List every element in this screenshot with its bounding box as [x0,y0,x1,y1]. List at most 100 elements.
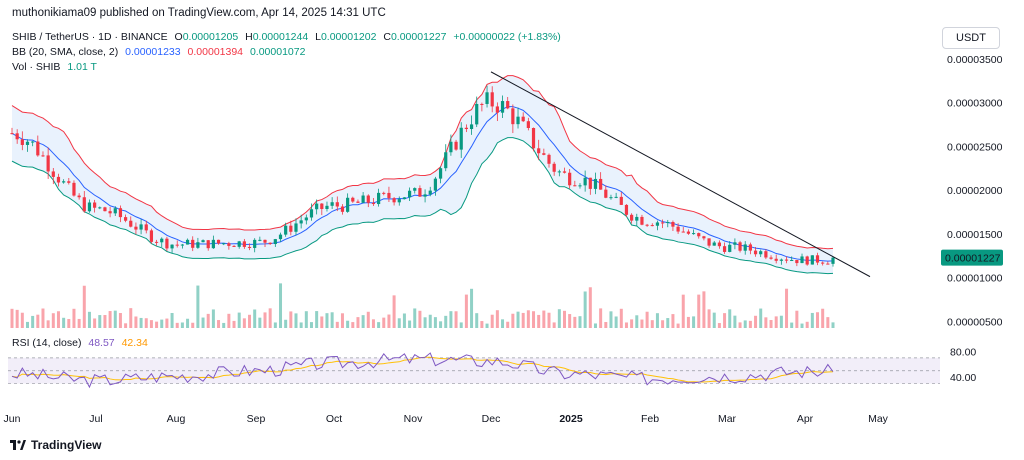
candle-body [222,243,226,245]
candle-body [129,220,133,227]
volume-bar [661,320,665,328]
volume-bar [511,313,515,328]
volume-bar [666,318,670,328]
volume-bar [428,314,432,328]
volume-bar [93,318,97,328]
candle-body [201,240,205,243]
candle-body [77,195,81,198]
candle-body [160,238,164,243]
volume-bar [387,314,391,328]
volume-bar [366,311,370,328]
volume-bar [113,310,117,328]
candle-body [500,101,505,113]
volume-bar [728,309,732,328]
candle-body [552,163,556,172]
volume-bar [454,311,458,328]
volume-bar [692,316,696,328]
volume-bar [263,312,267,328]
vol-legend[interactable]: Vol · SHIB 1.01 T [12,61,101,73]
candle-body [753,250,758,255]
volume-bar [655,313,659,328]
volume-bar [258,317,262,328]
candle-body [93,202,97,208]
rsi-legend[interactable]: RSI (14, close) 48.57 42.34 [12,337,152,349]
publisher-line: muthonikiama09 published on TradingView.… [12,7,386,19]
candle-body [531,127,536,149]
price-tick-label: 0.00002500 [947,141,1003,153]
bb-legend[interactable]: BB (20, SMA, close, 2) 0.00001233 0.0000… [12,46,309,58]
candle-body [624,204,629,215]
volume-bar [599,308,603,328]
candle-body [547,154,551,164]
candle-body [56,176,61,183]
volume-bar [206,313,210,328]
bb-label: BB (20, SMA, close, 2) [12,46,119,58]
volume-bar [325,313,329,328]
candle-body [469,124,474,130]
volume-bar [413,308,417,328]
candle-body [346,197,350,212]
price-tick-label: 0.00001000 [947,273,1003,285]
candle-body [433,178,438,191]
candle-body [165,238,169,249]
candle-body [330,202,334,206]
candle-body [87,202,92,212]
candle-body [123,217,128,221]
candle-body [537,148,541,154]
volume-bar [108,311,112,328]
volume-bar [361,315,365,328]
candle-body [728,244,732,252]
volume-bar [320,316,324,328]
volume-bar [526,310,530,328]
time-tick-label: Feb [641,413,659,425]
candle-body [630,214,634,221]
candle-body [258,239,262,241]
time-tick-label: Nov [404,413,423,425]
volume-bar [371,319,375,328]
currency-badge[interactable]: USDT [942,27,1000,49]
candle-body [490,92,494,107]
volume-bar [470,288,474,328]
candle-body [578,185,582,187]
open-value: 0.00001205 [182,31,239,43]
candle-body [516,116,520,125]
volume-bar [124,323,128,328]
volume-bar [593,323,597,328]
candle-body [278,234,283,240]
volume-bar [186,318,190,328]
candle-body [666,221,670,224]
candle-body [495,106,499,113]
candle-body [46,155,50,172]
candle-body [784,259,789,261]
volume-bar [155,321,159,328]
volume-bar [459,322,463,328]
tradingview-logo[interactable]: TradingView [10,438,101,452]
time-tick-label: May [868,413,889,425]
candle-body [599,178,603,190]
candle-body [764,251,768,258]
volume-bar [46,320,50,328]
candle-body [284,225,288,235]
ohlc-legend: SHIB / TetherUS · 1D · BINANCE O0.000012… [12,31,565,43]
volume-bar [490,314,494,328]
volume-bar [583,291,587,328]
volume-bar [180,322,184,328]
candle-body [568,172,572,186]
candle-body [790,259,794,261]
trendline [490,71,871,278]
volume-bar [279,283,283,328]
candle-body [805,256,809,265]
symbol-label[interactable]: SHIB / TetherUS · 1D · BINANCE [12,31,168,43]
candle-body [614,196,618,198]
bb-lower-value: 0.00001072 [249,46,306,58]
candle-body [185,239,190,245]
volume-bar [707,309,711,328]
volume-bar [227,313,231,328]
candle-body [82,197,86,212]
volume-bar [733,315,737,328]
candle-body [800,256,804,264]
volume-bar [232,320,236,328]
volume-bar [72,308,76,328]
high-label: H [245,31,253,43]
